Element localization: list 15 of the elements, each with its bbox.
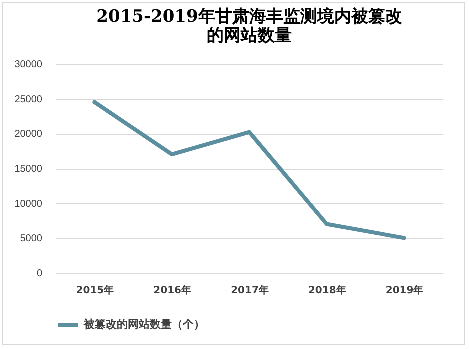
y-tick-label: 0 bbox=[36, 268, 43, 280]
y-tick-label: 15000 bbox=[14, 164, 43, 175]
x-tick-label: 2018年 bbox=[308, 284, 346, 296]
y-tick-label: 5000 bbox=[20, 234, 43, 245]
x-tick-label: 2017年 bbox=[231, 284, 269, 296]
legend-label: 被篡改的网站数量（个） bbox=[83, 318, 205, 331]
line-series bbox=[92, 100, 406, 240]
chart-title: 2015-2019年甘肃海丰监测境内被篡改的网站数量 bbox=[96, 7, 402, 46]
y-tick-label: 25000 bbox=[14, 94, 43, 106]
x-tick-label: 2019年 bbox=[386, 284, 424, 296]
y-tick-label: 10000 bbox=[14, 198, 43, 210]
y-tick-label: 30000 bbox=[14, 60, 43, 70]
y-tick-label: 20000 bbox=[14, 129, 43, 140]
x-tick-label: 2016年 bbox=[154, 284, 192, 296]
x-tick-label: 2015年 bbox=[76, 284, 114, 296]
